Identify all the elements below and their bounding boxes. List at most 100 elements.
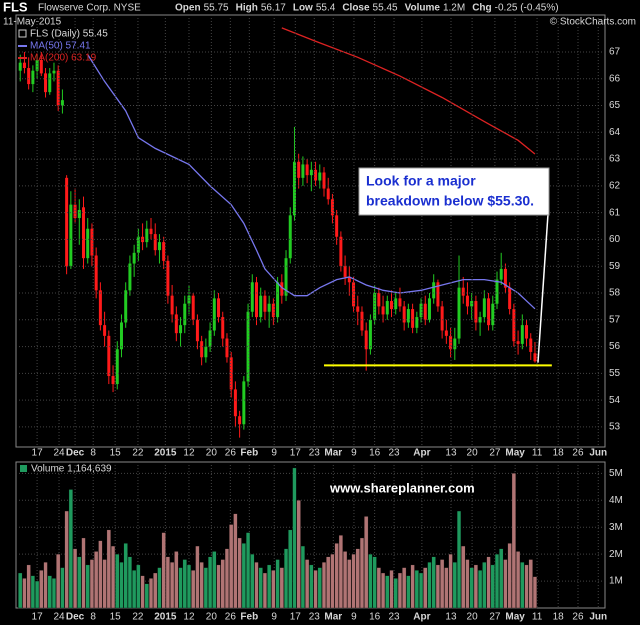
y-tick-label: 55 [609, 368, 621, 379]
candle-body [225, 338, 229, 358]
volume-bar [393, 578, 398, 609]
x-tick-label: 17 [290, 448, 302, 459]
candle-body [474, 301, 478, 323]
x-tick-label: 13 [445, 448, 457, 459]
candle-body [356, 306, 360, 312]
volume-bar [381, 572, 386, 609]
volume-bar [418, 572, 424, 609]
volume-bar [22, 578, 27, 609]
candle-body [212, 298, 216, 331]
x-tick-label: 24 [53, 448, 65, 459]
date: 11-May-2015 [3, 17, 62, 28]
x-tick-label: 2015 [154, 448, 177, 459]
volume-bar [123, 543, 128, 609]
volume-bar [478, 570, 483, 609]
volume-bar [469, 567, 474, 609]
candle-body [162, 242, 166, 261]
candle-body [31, 70, 35, 85]
candle-body [377, 293, 381, 307]
candle-body [204, 346, 208, 358]
source: © StockCharts.com [550, 17, 636, 28]
candle-body [440, 306, 444, 331]
volume-bar [364, 516, 369, 609]
candle-body [94, 255, 98, 291]
y-tick-label: 57 [609, 314, 621, 325]
x-tick-label: 26 [225, 612, 237, 623]
candle-body [533, 353, 537, 362]
candle-body [111, 376, 115, 385]
volume-bar [279, 567, 284, 609]
volume-bar [224, 548, 230, 609]
candle-body [170, 295, 174, 315]
volume-bar [94, 551, 99, 609]
candle-body [461, 287, 465, 296]
candle-body [250, 282, 254, 312]
moving-average [281, 27, 536, 155]
x-tick-label: 27 [489, 448, 501, 459]
x-tick-label: 23 [388, 612, 400, 623]
y-tick-label: 53 [609, 422, 621, 433]
symbol: FLS [3, 0, 28, 14]
candle-body [98, 290, 102, 326]
y-tick-label: 1M [609, 576, 623, 587]
volume-bar [115, 553, 120, 609]
volume-bar [528, 559, 533, 609]
candle-body [153, 234, 157, 251]
quote-value: 56.17 [261, 3, 286, 14]
candle-body [432, 282, 436, 299]
x-tick-label: 26 [225, 448, 237, 459]
volume-bar [246, 532, 251, 609]
candle-body [86, 228, 90, 259]
candle-body [44, 73, 48, 93]
volume-bar [262, 572, 267, 609]
volume-bar [376, 567, 381, 609]
volume-bar [296, 500, 301, 609]
candle-body [436, 282, 440, 307]
volume-bar [241, 543, 246, 609]
legend-label: MA(200) 63.19 [30, 53, 97, 64]
volume-bar [359, 537, 365, 609]
candle-body [339, 236, 343, 267]
quote-name: Open [175, 3, 201, 14]
volume-bar [106, 529, 111, 609]
volume-bar [368, 553, 373, 609]
candle-body [191, 295, 195, 320]
x-tick-label: 16 [369, 612, 381, 623]
volume-bar [178, 567, 183, 609]
quote-value: -0.25 (-0.45%) [495, 3, 559, 14]
candle-body [491, 303, 495, 326]
candle-body [385, 301, 389, 315]
candle-body [394, 298, 398, 310]
volume-bar [30, 575, 35, 609]
volume-bar [233, 513, 238, 609]
volume-bar [148, 578, 154, 609]
volume-bar [64, 510, 69, 609]
volume-bar [305, 559, 310, 609]
x-tick-label: Jun [589, 448, 607, 459]
volume-bar [186, 564, 192, 609]
volume-bar [212, 551, 217, 609]
quote-name: Volume [405, 3, 441, 14]
volume-bar [132, 570, 137, 609]
volume-bar [275, 559, 280, 609]
volume-bar [452, 562, 457, 609]
volume-bar [461, 545, 466, 609]
quote-value: 55.45 [373, 3, 398, 14]
x-tick-label: 20 [206, 612, 218, 623]
candle-body [18, 62, 22, 71]
candle-body [242, 381, 246, 425]
volume-bar [98, 540, 103, 609]
volume-bar [389, 570, 394, 609]
candle-body [390, 301, 394, 310]
candle-body [419, 303, 423, 318]
x-tick-label: 22 [132, 448, 144, 459]
candle-body [132, 252, 136, 264]
candle-body [482, 298, 486, 318]
candle-body [398, 298, 402, 307]
x-tick-label: 17 [32, 448, 44, 459]
candle-body [292, 161, 296, 216]
candle-body [22, 62, 26, 69]
candle-body [478, 317, 482, 323]
quote-name: High [236, 3, 258, 14]
x-tick-label: 15 [110, 448, 122, 459]
